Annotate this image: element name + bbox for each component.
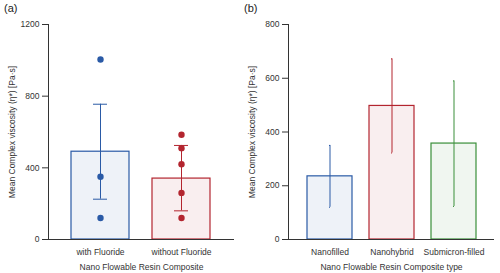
svg-text:Submicron-filled: Submicron-filled <box>424 247 485 257</box>
svg-text:without Fluoride: without Fluoride <box>150 247 211 257</box>
svg-text:Nanohybrid: Nanohybrid <box>370 247 414 257</box>
svg-text:Nanofilled: Nanofilled <box>311 247 349 257</box>
svg-text:0: 0 <box>35 234 40 244</box>
svg-text:Mean Complex viscosity (η*) [P: Mean Complex viscosity (η*) [Pa·s] <box>7 66 17 198</box>
svg-text:Nano Flowable Resin Composite: Nano Flowable Resin Composite type <box>320 262 462 272</box>
svg-text:Nano Flowable Resin Composite: Nano Flowable Resin Composite <box>80 262 204 272</box>
svg-text:200: 200 <box>265 180 279 190</box>
svg-text:1200: 1200 <box>21 19 40 29</box>
svg-text:800: 800 <box>265 19 279 29</box>
svg-text:Mean Complex viscosity (η*) [P: Mean Complex viscosity (η*) [Pa·s] <box>247 66 257 198</box>
svg-text:400: 400 <box>25 163 39 173</box>
svg-text:with Fluoride: with Fluoride <box>75 247 124 257</box>
svg-text:800: 800 <box>25 91 39 101</box>
svg-text:600: 600 <box>265 73 279 83</box>
html-text:(a): (a) <box>4 2 18 14</box>
html-text:(b): (b) <box>244 2 258 14</box>
svg-text:0: 0 <box>275 234 280 244</box>
svg-text:400: 400 <box>265 127 279 137</box>
